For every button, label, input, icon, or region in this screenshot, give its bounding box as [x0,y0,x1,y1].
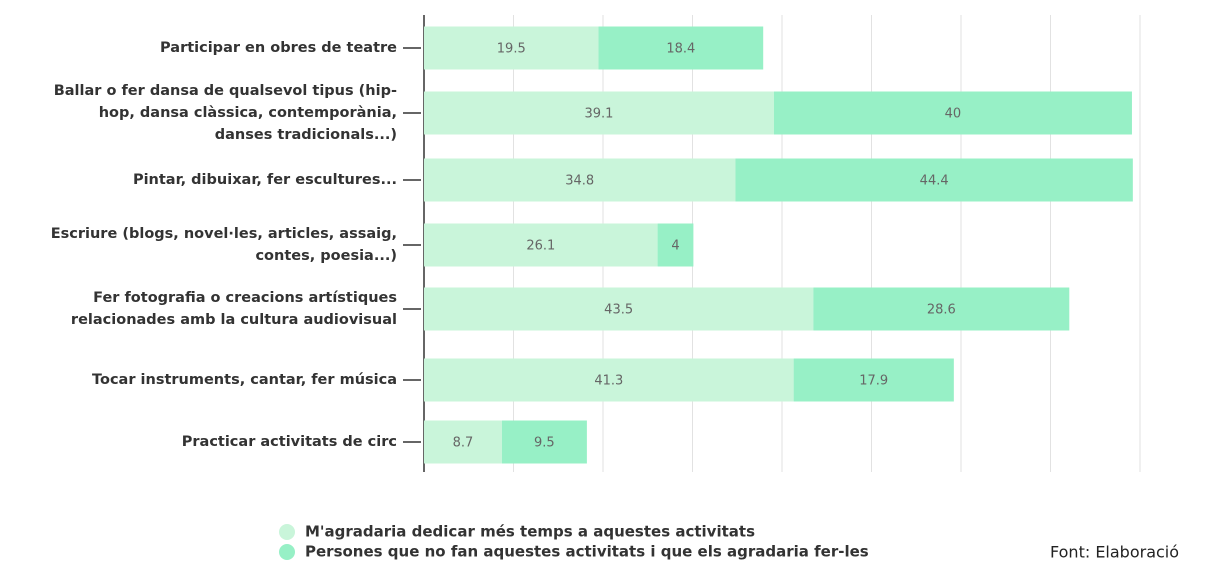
y-tick-label: Pintar, dibuixar, fer escultures... [133,172,397,188]
legend-swatch [279,544,295,560]
bar-segment [424,420,502,464]
value-label: 39.1 [584,107,613,122]
y-tick-label: Practicar activitats de circ [182,434,397,450]
bar-segment [735,158,1133,202]
legend-label: M'agradaria dedicar més temps a aquestes… [305,523,755,541]
bar-segment [773,91,1132,135]
y-tick-label: danses tradicionals...) [215,127,397,143]
value-label: 26.1 [526,239,555,254]
bar-segment [424,158,736,202]
value-label: 18.4 [666,42,695,57]
bar-segment [424,287,814,331]
value-label: 34.8 [565,174,594,189]
bar-segment [657,223,694,267]
y-tick-label: contes, poesia...) [255,248,397,264]
value-label: 43.5 [604,303,633,318]
value-label: 19.5 [497,42,526,57]
value-label: 41.3 [594,374,623,389]
y-tick-label: Fer fotografia o creacions artístiques [93,290,397,306]
legend-label: Persones que no fan aquestes activitats … [305,543,869,561]
bar-segment [424,358,794,402]
bar-segment [424,26,599,70]
bar-segment [501,420,587,464]
y-tick-label: Ballar o fer dansa de qualsevol tipus (h… [54,83,397,99]
bar-segment [793,358,954,402]
value-label: 40 [945,107,962,122]
value-label: 44.4 [920,174,949,189]
y-tick-label: Participar en obres de teatre [160,40,397,56]
bar-segment [598,26,764,70]
bar-segment [424,91,774,135]
source-note: Font: Elaboració [1050,543,1179,562]
y-tick-label: hop, dansa clàssica, contemporània, [99,105,397,121]
value-label: 4 [671,239,679,254]
value-label: 17.9 [859,374,888,389]
bar-segment [813,287,1070,331]
value-label: 28.6 [927,303,956,318]
value-label: 9.5 [534,436,555,451]
legend-swatch [279,524,295,540]
bar-segment [424,223,658,267]
y-tick-label: relacionades amb la cultura audiovisual [71,312,397,328]
y-tick-label: Escriure (blogs, novel·les, articles, as… [51,226,397,242]
y-tick-label: Tocar instruments, cantar, fer música [92,372,397,388]
value-label: 8.7 [453,436,474,451]
